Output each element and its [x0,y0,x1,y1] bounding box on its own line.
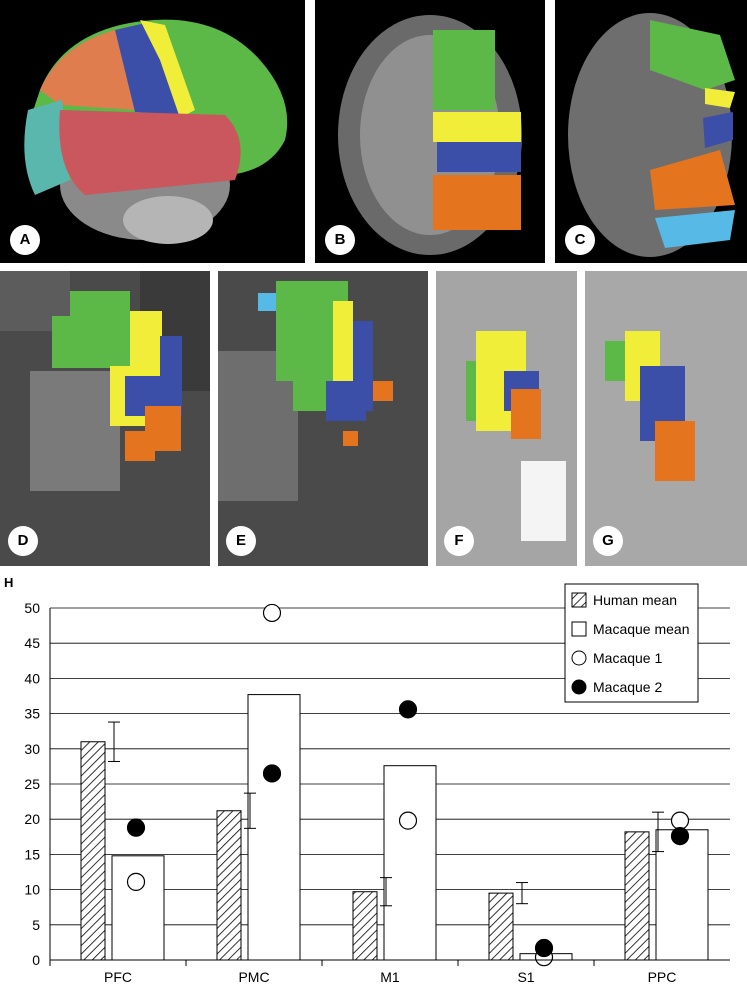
legend-swatch-macaque-2 [571,679,587,695]
pixel-map-f [436,271,577,566]
human-mean-bar [624,831,650,961]
x-tick-label: PFC [104,969,132,985]
y-tick-label: 15 [24,846,40,862]
pixel-map-g [585,271,747,566]
y-tick-label: 45 [24,635,40,651]
chart-panel-label: H [4,575,14,590]
x-tick-label: M1 [380,969,400,985]
human-mean-bar [80,741,106,961]
legend-label: Macaque 1 [593,650,662,666]
brain-surface-image [24,19,288,244]
panel-b: B [315,0,545,263]
panel-label-e: E [226,526,256,556]
panel-a: A [0,0,305,263]
pixel-map-e [218,281,393,501]
panel-e: E [218,271,428,566]
pixel-map-d [0,271,210,491]
panel-label-f: F [444,526,474,556]
y-tick-label: 20 [24,811,40,827]
macaque-1-point [670,811,690,830]
legend-swatch-macaque-mean [571,621,587,637]
y-tick-label: 5 [32,917,40,933]
x-tick-label: S1 [517,969,534,985]
macaque-2-point [262,764,282,783]
panel-label-a: A [10,225,40,255]
panel-label-c: C [565,225,595,255]
panel-d: D [0,271,210,566]
y-tick-label: 30 [24,741,40,757]
x-tick-label: PMC [238,969,269,985]
panel-g: G [585,271,747,566]
legend-label: Macaque 2 [593,679,662,695]
macaque-mean-bar [111,855,165,961]
macaque-1-point [126,872,146,891]
panel-label-g: G [593,526,623,556]
y-tick-label: 35 [24,706,40,722]
legend-box [564,583,699,703]
macaque-slice-image [568,13,735,257]
region-percentage-chart: 0 5 10 15 20 25 30 35 40 45 50 PFC PMC M1 S1 PPC Human … [24,583,730,985]
legend-swatch-macaque-1 [571,650,587,666]
x-tick-label: PPC [648,969,677,985]
panel-label-b: B [325,225,355,255]
macaque-2-point [398,700,418,719]
panel-f: F [436,271,577,566]
y-tick-label: 0 [32,952,40,968]
macaque-mean-bar [383,765,437,961]
macaque-mean-bar [247,694,301,961]
y-tick-label: 10 [24,882,40,898]
macaque-mean-bar [655,829,709,961]
axial-slice-image [338,15,522,255]
panel-label-d: D [8,526,38,556]
legend-swatch-human-mean [571,592,587,608]
macaque-2-point [534,938,554,958]
macaque-2-point [126,818,146,837]
panel-c: C [555,0,747,263]
y-tick-label: 50 [24,600,40,616]
human-mean-bar [352,891,378,961]
legend-label: Macaque mean [593,621,690,637]
human-mean-bar [216,810,242,961]
macaque-1-point [398,811,418,830]
y-tick-label: 25 [24,776,40,792]
macaque-2-point [670,826,690,846]
human-mean-bar [488,892,514,961]
y-tick-label: 40 [24,670,40,686]
macaque-1-point [262,603,282,623]
legend-label: Human mean [593,592,677,608]
